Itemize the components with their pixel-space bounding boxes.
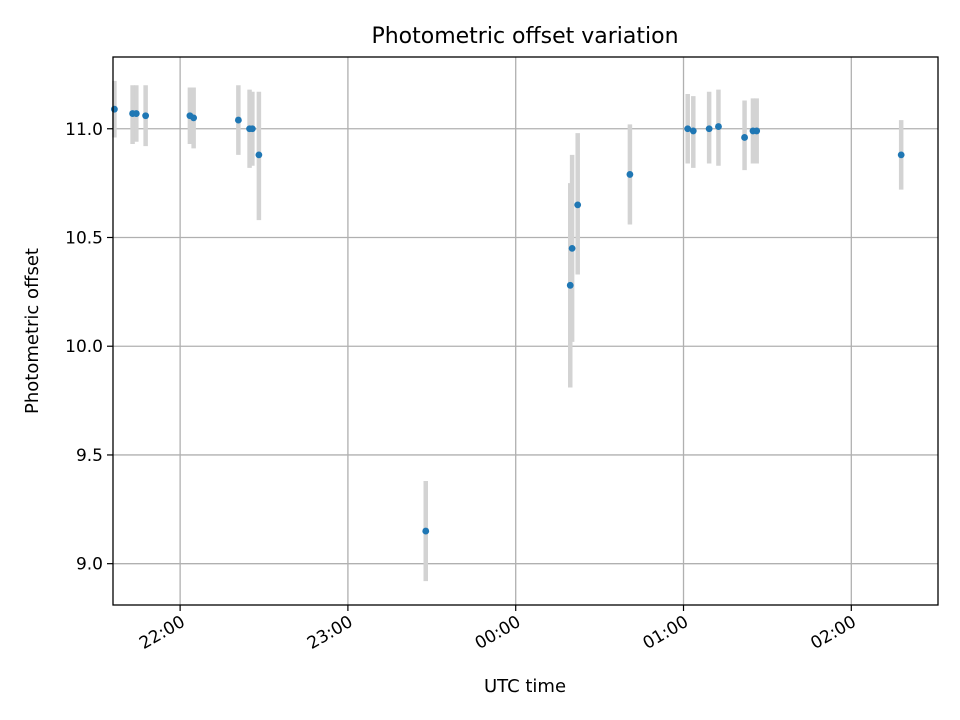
data-point — [110, 105, 118, 113]
x-axis-label: UTC time — [484, 676, 566, 697]
x-tick-label: 23:00 — [304, 612, 356, 654]
y-tick-label: 10.5 — [65, 228, 103, 248]
x-tick-label: 00:00 — [472, 612, 524, 654]
grid — [113, 57, 938, 605]
y-tick-label: 11.0 — [65, 120, 103, 140]
y-tick-label: 9.0 — [76, 555, 103, 575]
error-bars — [112, 80, 904, 582]
data-point — [689, 127, 697, 135]
data-point — [705, 125, 713, 133]
data-point — [715, 123, 722, 130]
data-point — [422, 527, 430, 535]
data-point — [255, 151, 263, 159]
x-tick-label: 01:00 — [640, 612, 692, 654]
data-point — [190, 114, 198, 122]
axis-ticks: 22:00 23:00 00:00 01:00 02:00 9.0 9.5 10.0 10.5 1… — [65, 120, 860, 654]
data-point — [574, 201, 582, 209]
data-point — [566, 281, 574, 289]
data-point — [132, 110, 140, 117]
data-points — [110, 105, 905, 535]
data-point — [897, 151, 905, 159]
data-point — [248, 125, 256, 133]
y-axis-label: Photometric offset — [22, 248, 43, 414]
data-point — [142, 112, 150, 120]
data-point — [753, 127, 761, 135]
data-point — [741, 134, 748, 141]
data-point — [234, 116, 242, 124]
data-point — [626, 171, 634, 178]
plot-frame — [112, 56, 939, 606]
data-point — [568, 244, 576, 252]
chart-title: Photometric offset variation — [371, 24, 678, 49]
data-point — [684, 125, 692, 133]
x-tick-label: 22:00 — [136, 612, 188, 654]
x-tick-label: 02:00 — [807, 612, 859, 654]
y-tick-label: 9.5 — [76, 446, 103, 466]
y-tick-label: 10.0 — [65, 337, 103, 357]
